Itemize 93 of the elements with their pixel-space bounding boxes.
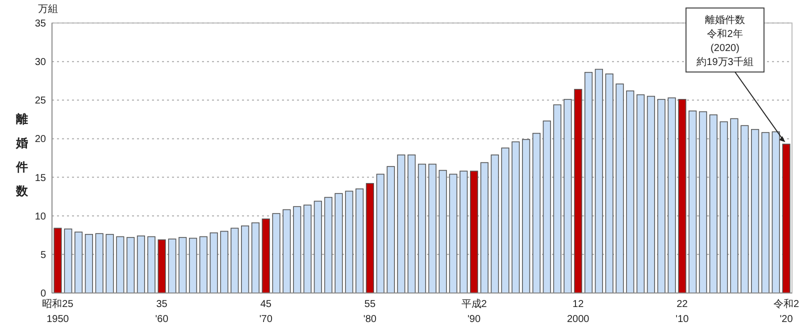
bar [720, 121, 728, 294]
bar [709, 114, 718, 294]
bar [303, 204, 312, 294]
bar [428, 164, 436, 294]
bar [345, 190, 354, 294]
bar [418, 164, 426, 294]
bar [501, 148, 510, 294]
bar [740, 125, 749, 294]
x-tick-label: 令和2 '20 [773, 298, 800, 325]
y-tick-label: 5 [40, 250, 46, 261]
bar [178, 237, 187, 294]
x-tick-label: 12 2000 [566, 299, 590, 325]
bar [74, 232, 83, 294]
bar [626, 90, 634, 294]
bar [199, 236, 208, 294]
bar [782, 144, 790, 294]
x-tick-label: 22 '10 [676, 299, 690, 325]
bar [116, 236, 124, 294]
bar [772, 131, 780, 294]
annotation: 令和2年 [707, 28, 743, 40]
annotation: 約19万3千組 [696, 56, 754, 68]
text: 離婚件数 [15, 112, 29, 198]
bar [126, 237, 135, 294]
bar [460, 170, 468, 294]
bar [334, 193, 343, 294]
bar [449, 174, 458, 294]
y-tick-label: 0 [40, 288, 46, 300]
bar [210, 232, 218, 294]
bar [386, 166, 395, 294]
bar [730, 118, 738, 294]
bar [366, 183, 374, 294]
y-axis-title: 離婚件数 [705, 14, 745, 26]
y-tick-label: 15 [34, 172, 46, 184]
bar [64, 228, 72, 294]
y-tick-label: 30 [34, 57, 46, 68]
bar [688, 110, 697, 294]
bar [522, 139, 530, 294]
bar [314, 200, 322, 294]
bar [564, 98, 572, 294]
bar [272, 213, 280, 294]
bar [605, 74, 614, 294]
bar [158, 239, 166, 294]
bar [230, 228, 239, 294]
bar [136, 236, 146, 294]
bar [594, 68, 603, 294]
bar [512, 141, 520, 294]
bar [356, 188, 364, 294]
bar [646, 96, 656, 294]
x-tick-label: 45 '70 [259, 299, 273, 325]
bar [678, 98, 686, 294]
bar [616, 84, 624, 294]
bar [293, 206, 302, 294]
bar [147, 236, 156, 294]
bar [751, 129, 760, 294]
x-tick-label: 平成2 '90 [461, 298, 488, 325]
bar [490, 154, 499, 294]
bar [553, 104, 562, 294]
bar [397, 154, 406, 294]
y-tick-label: 25 [34, 96, 46, 107]
bar [761, 132, 770, 294]
annotation: (2020) [710, 43, 740, 54]
bar [408, 154, 416, 294]
bar [54, 228, 62, 294]
bar [657, 98, 666, 294]
y-tick-label: 20 [34, 134, 46, 146]
bar [470, 170, 478, 294]
bar [324, 196, 332, 294]
bar [584, 72, 593, 294]
y-tick-label: 35 [34, 18, 46, 30]
y-tick-label: 10 [34, 211, 46, 222]
text: 万組 [38, 4, 58, 15]
bar [532, 132, 541, 294]
bar [168, 238, 176, 294]
bar [84, 234, 93, 294]
bar [668, 97, 676, 294]
x-tick-label: 昭和25 1950 [42, 298, 74, 325]
bar [220, 230, 228, 294]
bar [282, 209, 291, 294]
x-tick-label: 35 '60 [155, 299, 169, 325]
bar [262, 218, 270, 294]
bar [574, 88, 582, 294]
bar [438, 170, 447, 294]
x-tick-label: 55 '80 [363, 299, 377, 325]
bar [188, 238, 198, 294]
bar [698, 111, 708, 294]
bar [636, 94, 645, 294]
bar [480, 162, 488, 294]
bar [376, 174, 384, 294]
bar [251, 222, 260, 294]
bar [542, 120, 551, 294]
bar [241, 225, 250, 294]
bar [95, 233, 104, 294]
bar [106, 234, 114, 294]
